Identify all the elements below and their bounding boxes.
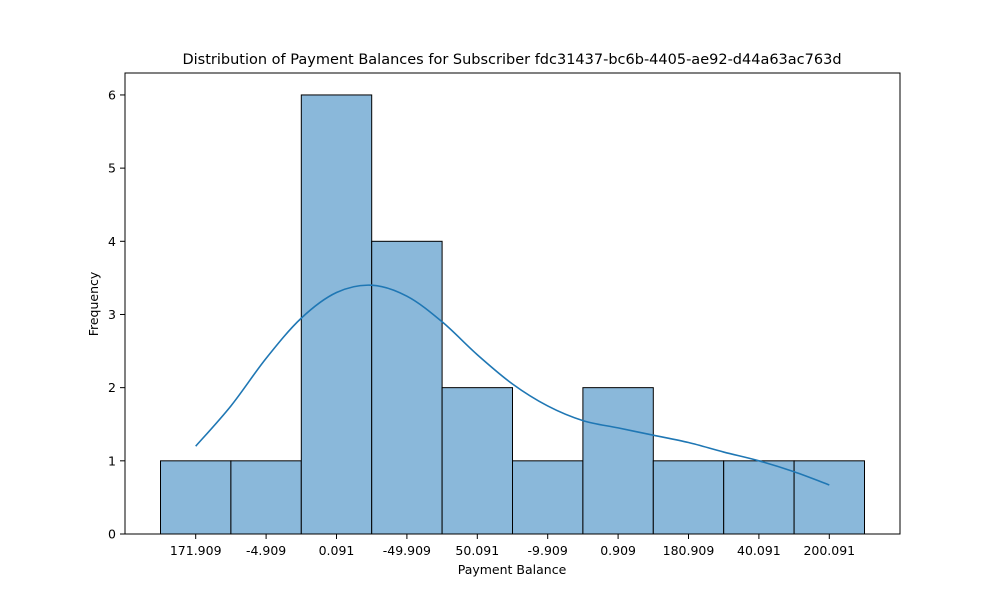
histogram-bar — [371, 240, 443, 535]
histogram-bar — [160, 460, 232, 535]
chart-title: Distribution of Payment Balances for Sub… — [182, 52, 841, 68]
histogram-bar — [582, 387, 654, 535]
y-axis-label: Frequency — [86, 271, 101, 336]
y-tick-label: 1 — [108, 453, 116, 468]
x-tick-label: 50.091 — [455, 543, 499, 558]
y-tick-label: 3 — [108, 307, 116, 322]
x-tick-label: -4.909 — [246, 543, 286, 558]
histogram-bar — [230, 460, 302, 535]
x-tick-label: 40.091 — [737, 543, 781, 558]
histogram-bar — [723, 460, 795, 535]
x-tick-label: -9.909 — [528, 543, 568, 558]
y-tick-label: 0 — [108, 527, 116, 542]
y-tick-label: 4 — [108, 234, 116, 249]
y-axis: 0 1 2 3 4 5 6 — [108, 87, 125, 542]
x-tick-label: 0.091 — [319, 543, 355, 558]
y-tick-label: 5 — [108, 161, 116, 176]
histogram-bar — [441, 387, 514, 535]
histogram-bar — [652, 460, 725, 535]
histogram-bar — [793, 460, 865, 535]
plot-frame — [124, 72, 901, 535]
x-axis-label: Payment Balance — [458, 562, 567, 577]
x-axis: 171.909 -4.909 0.091 -49.909 50.091 -9.909 0.9… — [170, 534, 855, 558]
bars-layer — [160, 94, 865, 535]
kde-curve — [195, 284, 830, 486]
x-tick-label: 0.909 — [600, 543, 636, 558]
histogram-bar — [512, 460, 584, 535]
x-tick-label: 180.909 — [663, 543, 715, 558]
x-tick-label: -49.909 — [383, 543, 431, 558]
x-tick-label: 171.909 — [170, 543, 222, 558]
x-tick-label: 200.091 — [803, 543, 855, 558]
y-tick-label: 2 — [108, 380, 116, 395]
y-tick-label: 6 — [108, 87, 116, 102]
histogram-bar — [300, 94, 373, 535]
